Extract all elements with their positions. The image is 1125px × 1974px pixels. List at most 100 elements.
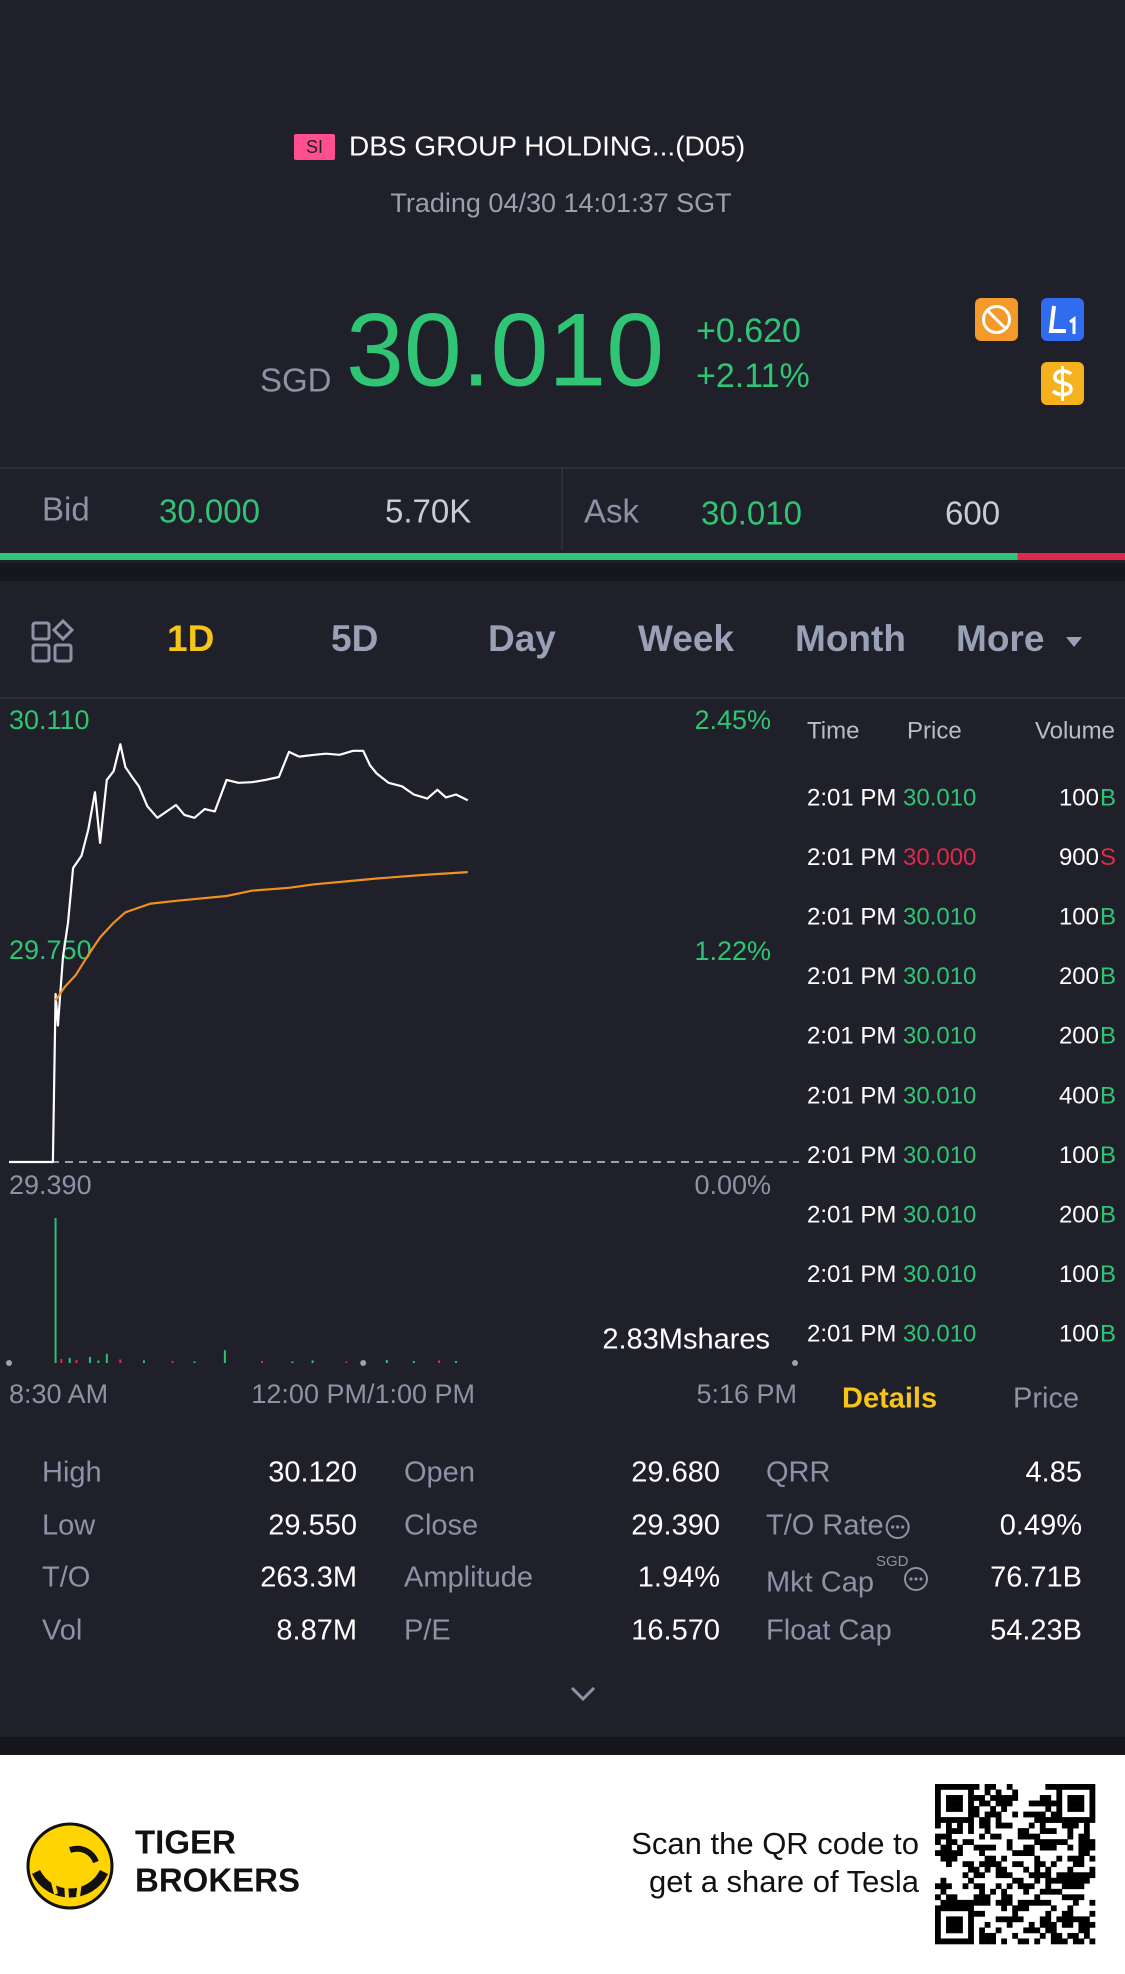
qr-module [935, 1938, 941, 1945]
qr-module [1089, 1844, 1096, 1851]
qr-module [1001, 1872, 1008, 1879]
stock-title: DBS GROUP HOLDING...(D05) [349, 130, 745, 161]
qr-module [1078, 1817, 1085, 1823]
qr-module [1050, 1811, 1057, 1818]
trade-price: 30.010 [903, 1202, 976, 1229]
qr-module [935, 1921, 941, 1928]
layout-icon[interactable] [31, 618, 75, 663]
qr-module [946, 1850, 952, 1857]
qr-module [946, 1806, 952, 1812]
info-icon[interactable] [885, 1515, 910, 1539]
qr-module [1067, 1872, 1074, 1879]
qr-module [946, 1894, 952, 1901]
qr-module [1061, 1910, 1068, 1917]
qr-module [1012, 1910, 1019, 1917]
period-tab[interactable]: 5D [331, 618, 378, 659]
qr-module [979, 1883, 985, 1890]
qr-module [1006, 1916, 1013, 1923]
qr-module [968, 1822, 974, 1829]
qr-module [1056, 1800, 1063, 1807]
info-icon[interactable] [903, 1567, 928, 1591]
dollar-icon[interactable] [1041, 362, 1084, 405]
trade-price: 30.010 [903, 1261, 976, 1288]
qr-module [1006, 1894, 1013, 1901]
trades-header: Price [907, 717, 962, 744]
bid-label: Bid [42, 491, 90, 528]
qr-module [1006, 1872, 1013, 1879]
qr-module [1061, 1872, 1068, 1879]
qr-module [1045, 1916, 1052, 1923]
period-tab[interactable]: 1D [167, 618, 214, 659]
trade-side: B [1100, 1202, 1116, 1229]
qr-module [1017, 1899, 1024, 1906]
bid-price: 30.000 [159, 493, 260, 530]
info-icon-dot [909, 1577, 913, 1581]
qr-module [935, 1883, 941, 1890]
qr-module [1045, 1910, 1052, 1917]
qr-module [984, 1866, 991, 1873]
qr-module [1083, 1932, 1090, 1939]
no-margin-icon[interactable] [975, 298, 1018, 341]
qr-module [1050, 1784, 1057, 1790]
qr-module [1001, 1938, 1008, 1945]
panel-tab[interactable]: Price [1013, 1383, 1079, 1415]
expand-chevron[interactable] [570, 1686, 596, 1702]
qr-module [1078, 1872, 1085, 1879]
qr-module [1089, 1938, 1096, 1945]
qr-module [935, 1839, 941, 1845]
panel-tab[interactable]: Details [842, 1383, 937, 1415]
qr-module [990, 1938, 996, 1945]
last-price: 30.010 [346, 292, 664, 408]
qr-module [951, 1800, 958, 1807]
period-tab[interactable]: Month [795, 618, 906, 659]
qr-module [1089, 1839, 1096, 1845]
qr-module [968, 1927, 974, 1934]
qr-module [1034, 1861, 1041, 1868]
period-tab[interactable]: Day [488, 618, 556, 659]
qr-module [1023, 1905, 1030, 1912]
qr-module [1034, 1866, 1041, 1873]
qr-module [1023, 1828, 1030, 1834]
qr-module [995, 1883, 1002, 1890]
dropdown-arrow[interactable] [1066, 637, 1082, 647]
qr-module [1067, 1833, 1074, 1840]
qr-module [1072, 1795, 1079, 1801]
qr-module [1045, 1888, 1052, 1895]
qr-module [1001, 1899, 1008, 1906]
qr-module [946, 1905, 952, 1912]
trading-status: Trading 04/30 14:01:37 SGT [390, 188, 731, 218]
volume-bar [75, 1359, 78, 1363]
qr-module [1028, 1872, 1035, 1879]
period-tab[interactable]: More [956, 618, 1044, 659]
qr-module [1034, 1811, 1041, 1818]
qr-module [1067, 1828, 1074, 1834]
qr-module [1089, 1784, 1096, 1790]
qr-module [1072, 1817, 1079, 1823]
market-badge-text: SI [306, 137, 323, 157]
qr-module [979, 1850, 985, 1857]
qr-code[interactable] [935, 1784, 1096, 1945]
trade-volume: 200 [1059, 963, 1099, 990]
level-icon[interactable] [1041, 298, 1084, 341]
qr-module [935, 1833, 941, 1840]
qr-module [1078, 1784, 1085, 1790]
qr-module [1067, 1883, 1074, 1890]
qr-module [1039, 1828, 1046, 1834]
qr-module [951, 1894, 958, 1901]
qr-module [1017, 1861, 1024, 1868]
qr-module [1061, 1894, 1068, 1901]
x-tick-label: 5:16 PM [696, 1379, 797, 1409]
volume-bar [311, 1360, 314, 1363]
period-tab[interactable]: Week [638, 618, 734, 659]
qr-module [979, 1833, 985, 1840]
separator-band [0, 1737, 1125, 1755]
qr-module [1072, 1916, 1079, 1923]
qr-module [1083, 1828, 1090, 1834]
qr-module [957, 1905, 963, 1912]
qr-module [1039, 1817, 1046, 1823]
qr-module [1056, 1789, 1063, 1796]
qr-module [957, 1850, 963, 1857]
qr-module [984, 1899, 991, 1906]
x-tick-label: 12:00 PM/1:00 PM [251, 1379, 475, 1409]
